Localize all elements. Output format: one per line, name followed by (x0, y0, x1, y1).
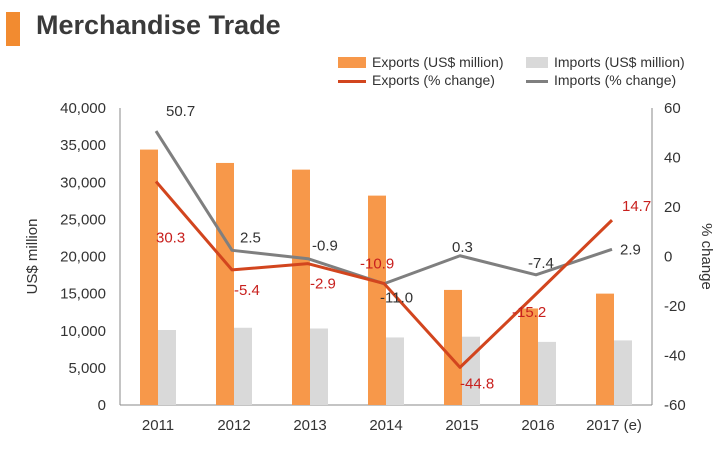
y2-axis-title: % change (698, 223, 715, 290)
bar-imports (158, 330, 176, 405)
page-title: Merchandise Trade (36, 10, 281, 40)
bar-exports (444, 289, 462, 405)
data-label-exports: -2.9 (310, 276, 336, 293)
bar-exports (596, 293, 614, 405)
bar-exports (292, 169, 310, 405)
x-tick-label: 2012 (217, 417, 250, 434)
legend-swatch-imports-line (526, 80, 548, 83)
y2-tick-label: 60 (664, 100, 681, 117)
data-label-exports: -5.4 (234, 282, 260, 299)
data-label-exports: -15.2 (512, 304, 546, 321)
bar-imports (386, 337, 404, 405)
y2-tick-label: 20 (664, 199, 681, 216)
bar-imports (538, 341, 556, 405)
data-label-imports: -11.0 (380, 290, 413, 307)
bar-exports (140, 149, 158, 405)
bar-imports (234, 327, 252, 405)
data-label-exports: 14.7 (622, 198, 651, 215)
y2-tick-label: 40 (664, 150, 681, 167)
y2-tick-label: -40 (664, 348, 686, 365)
y-tick-label: 35,000 (60, 137, 106, 154)
bar-imports (462, 336, 480, 405)
legend-label-exports-line: Exports (% change) (372, 72, 495, 88)
y-tick-label: 10,000 (60, 323, 106, 340)
x-tick-label: 2015 (445, 417, 478, 434)
title-accent-bar (6, 12, 20, 46)
data-label-imports: 2.5 (240, 229, 261, 246)
data-label-imports: -7.4 (528, 255, 554, 272)
data-label-imports: 50.7 (166, 103, 195, 120)
y-tick-label: 40,000 (60, 100, 106, 117)
y2-tick-label: 0 (664, 249, 672, 266)
x-tick-label: 2011 (142, 417, 174, 434)
data-label-exports: -44.8 (460, 375, 494, 392)
line-exports-change (154, 180, 614, 369)
data-label-exports: -10.9 (360, 255, 394, 272)
x-tick-label: 2013 (293, 417, 326, 434)
y-tick-label: 0 (98, 397, 106, 414)
bar-exports (216, 162, 234, 405)
legend-label-imports-bar: Imports (US$ million) (554, 54, 685, 70)
y2-tick-label: -20 (664, 298, 686, 315)
legend-swatch-exports-bar (338, 57, 366, 68)
legend: Exports (US$ million) Imports (US$ milli… (338, 54, 718, 94)
y-tick-label: 15,000 (60, 286, 106, 303)
y-tick-label: 5,000 (68, 360, 106, 377)
bar-imports (310, 328, 328, 405)
y-axis-title: US$ million (24, 219, 41, 295)
x-tick-label: 2014 (369, 417, 402, 434)
y-tick-label: 30,000 (60, 174, 106, 191)
bar-exports (520, 308, 538, 405)
legend-swatch-exports-line (338, 80, 366, 83)
y-tick-label: 20,000 (60, 249, 106, 266)
legend-swatch-imports-bar (526, 57, 548, 68)
x-tick-label: 2016 (521, 417, 554, 434)
x-tick-label: 2017 (e) (586, 417, 642, 434)
data-label-imports: 2.9 (620, 241, 641, 258)
data-label-imports: -0.9 (312, 238, 338, 255)
data-label-imports: 0.3 (452, 239, 473, 256)
legend-label-exports-bar: Exports (US$ million) (372, 54, 504, 70)
y2-tick-label: -60 (664, 397, 686, 414)
y-tick-label: 25,000 (60, 211, 106, 228)
data-label-exports: 30.3 (156, 230, 185, 247)
bar-exports (368, 195, 386, 405)
bar-imports (614, 340, 632, 405)
legend-label-imports-line: Imports (% change) (554, 72, 677, 88)
